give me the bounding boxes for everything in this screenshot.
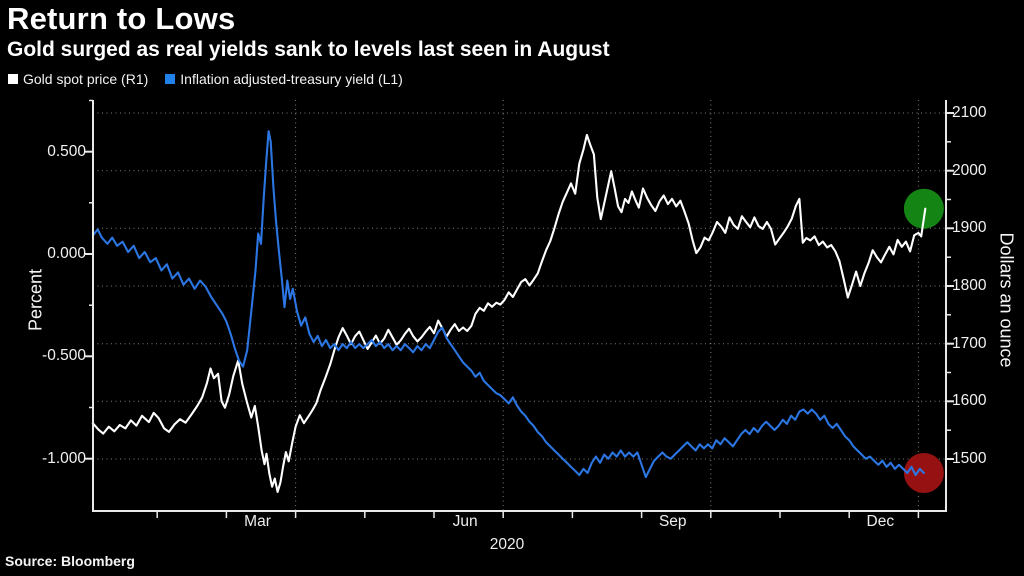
legend-item-gold: Gold spot price (R1) bbox=[8, 71, 148, 87]
left-axis-tick-label: 0.500 bbox=[47, 142, 86, 160]
month-label: Sep bbox=[658, 513, 687, 530]
data-series bbox=[91, 130, 927, 493]
gold-high-marker bbox=[903, 188, 944, 229]
endpoint-markers bbox=[903, 188, 944, 493]
gold-price-line bbox=[91, 133, 927, 493]
month-label: Jun bbox=[452, 513, 478, 530]
source-note: Source: Bloomberg bbox=[5, 553, 135, 569]
year-label: 2020 bbox=[489, 536, 525, 553]
gold-legend-swatch-icon bbox=[8, 74, 18, 84]
chart-subtitle: Gold surged as real yields sank to level… bbox=[7, 38, 610, 61]
right-axis-tick-label: 1600 bbox=[952, 392, 987, 410]
month-label: Mar bbox=[244, 513, 271, 530]
left-axis-tick-label: 0.000 bbox=[47, 245, 86, 262]
yield-legend-swatch-icon bbox=[165, 74, 176, 84]
right-axis-tick-label: 2100 bbox=[952, 104, 987, 121]
vertical-gridlines bbox=[295, 100, 919, 511]
right-axis-tick-label: 1500 bbox=[952, 450, 987, 467]
legend: Gold spot price (R1) Inflation adjusted-… bbox=[8, 71, 403, 87]
left-axis-title: Percent bbox=[25, 268, 46, 332]
gold-legend-label: Gold spot price (R1) bbox=[23, 71, 149, 87]
chart-title: Return to Lows bbox=[7, 1, 236, 36]
left-axis-tick-label: -1.000 bbox=[42, 449, 86, 467]
legend-item-yield: Inflation adjusted-treasury yield (L1) bbox=[165, 71, 403, 87]
axes-and-ticks bbox=[85, 99, 954, 518]
left-axis-tick-label: -0.500 bbox=[42, 347, 86, 365]
right-axis-tick-label: 2000 bbox=[952, 161, 987, 179]
yield-legend-label: Inflation adjusted-treasury yield (L1) bbox=[180, 71, 403, 87]
month-label: Dec bbox=[866, 513, 895, 530]
right-axis-title: Dollars an ounce bbox=[996, 232, 1017, 368]
right-axis-tick-label: 1700 bbox=[952, 334, 987, 352]
right-axis-tick-label: 1900 bbox=[952, 219, 987, 237]
real-yield-line bbox=[91, 130, 925, 479]
right-axis-tick-label: 1800 bbox=[952, 277, 987, 294]
